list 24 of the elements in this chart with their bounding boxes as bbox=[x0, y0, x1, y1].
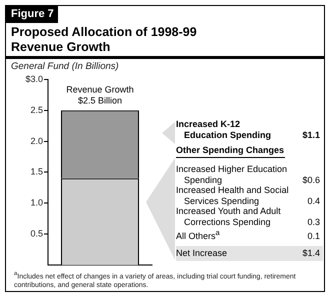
text: Increased Youth and Adult Corrections Spending bbox=[176, 206, 282, 227]
text: $0.6 bbox=[302, 174, 321, 185]
chart-title: Proposed Allocation of 1998-99 Revenue Growth bbox=[11, 25, 198, 55]
y-axis-title: General Fund (In Billions) bbox=[11, 61, 119, 72]
y-tick-label: 2.5 bbox=[30, 104, 43, 115]
text: Net Increase bbox=[176, 248, 228, 258]
text: Increased K-12 Education Spending bbox=[176, 119, 272, 140]
text: Increased Higher Education Spending bbox=[176, 164, 288, 185]
text: $1.1 bbox=[302, 130, 321, 140]
text: Other Spending Changes bbox=[176, 145, 285, 158]
y-tick-label: 1.5 bbox=[30, 166, 43, 177]
y-tick-label: 1.0 bbox=[30, 198, 43, 208]
y-tick-label: 2.0 bbox=[30, 136, 43, 146]
caption: Figure 7 bbox=[6, 6, 58, 23]
text: All Others$^{a}$ bbox=[176, 228, 221, 242]
text: 0.3 bbox=[307, 216, 321, 227]
y-tick-label: 0.5 bbox=[30, 228, 43, 239]
text: $1.4 bbox=[302, 248, 321, 258]
text: 0.4 bbox=[307, 196, 321, 206]
text: 0.1 bbox=[307, 231, 321, 242]
annotation: $2.5 Billion bbox=[78, 95, 122, 106]
annotation: Revenue Growth bbox=[66, 84, 134, 94]
y-tick-label: $3.0 bbox=[25, 74, 43, 84]
text: Increased Health and Social Services Spending bbox=[176, 185, 290, 206]
